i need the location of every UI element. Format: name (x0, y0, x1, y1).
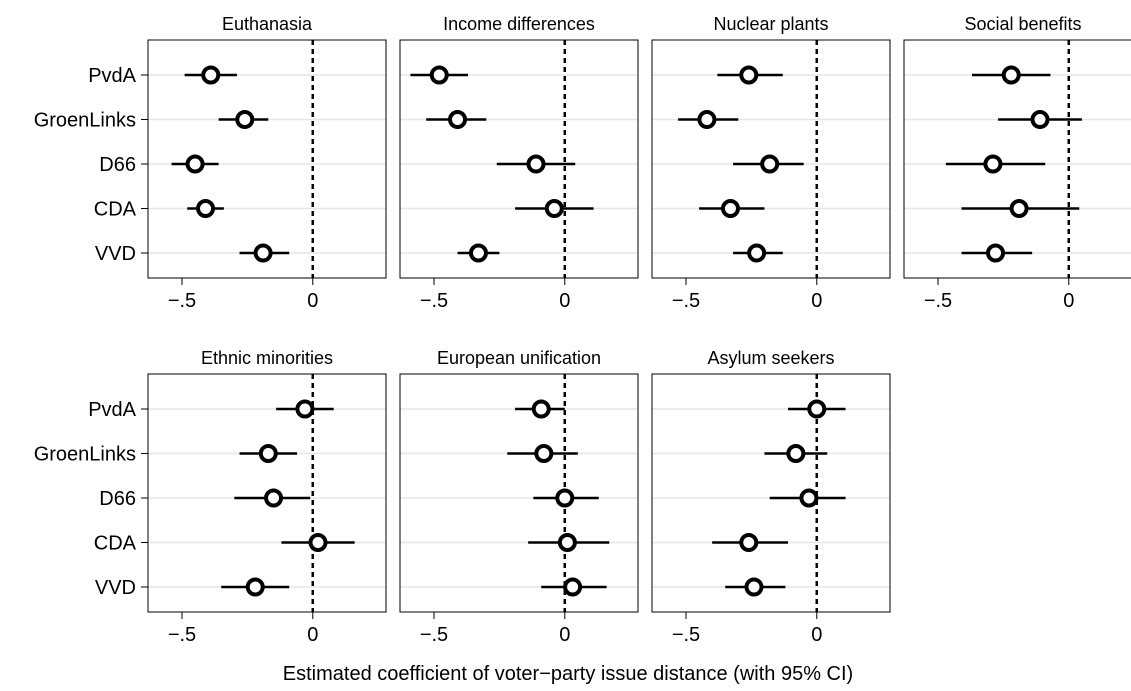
point-estimate (1001, 65, 1021, 85)
point-estimate (739, 533, 759, 552)
point-estimate (185, 154, 205, 174)
panel-frame (147, 39, 387, 279)
category-label: GroenLinks (34, 110, 136, 132)
panel-title: Asylum seekers (707, 348, 834, 368)
panel-title: Income differences (443, 14, 595, 34)
point-estimate (526, 154, 546, 174)
point-estimate (295, 399, 315, 419)
point-estimate (201, 65, 221, 85)
x-tick-label: 0 (307, 290, 318, 312)
x-tick-label: −.5 (924, 290, 952, 312)
panel-title: Ethnic minorities (201, 348, 333, 368)
x-tick-label: −.5 (672, 290, 700, 312)
panel-1: Euthanasia −.5 0 PvdA GroenLinks D66 CDA VVD (34, 14, 387, 312)
point-estimate (697, 110, 717, 129)
point-estimate (720, 199, 740, 218)
x-tick-label: 0 (811, 624, 822, 646)
point-estimate (253, 243, 273, 263)
point-estimate (983, 154, 1003, 174)
x-tick-label: −.5 (168, 624, 196, 646)
x-tick-label: 0 (559, 290, 570, 312)
panel-7: Asylum seekers −.5 0 (651, 348, 891, 646)
point-estimate (760, 154, 780, 174)
point-estimate (245, 577, 265, 597)
panel-3: Nuclear plants −.5 0 (651, 14, 891, 312)
x-tick-label: −.5 (420, 624, 448, 646)
x-axis-label: Estimated coefficient of voter−party iss… (283, 663, 853, 685)
point-estimate (544, 199, 564, 218)
x-tick-label: −.5 (420, 290, 448, 312)
panel-6: European unification −.5 0 (399, 348, 639, 646)
panel-title: Nuclear plants (713, 14, 828, 34)
category-label: D66 (99, 154, 136, 176)
x-tick-label: 0 (307, 624, 318, 646)
point-estimate (531, 399, 551, 419)
point-estimate (468, 243, 488, 263)
x-tick-label: −.5 (672, 624, 700, 646)
point-estimate (557, 533, 577, 552)
category-label: VVD (95, 577, 136, 599)
category-label: CDA (94, 533, 137, 555)
panels-layer: Euthanasia −.5 0 PvdA GroenLinks D66 CDA VVD Inc… (34, 14, 1131, 646)
point-estimate (786, 444, 806, 463)
point-estimate (807, 399, 827, 419)
category-label: D66 (99, 488, 136, 510)
point-estimate (429, 65, 449, 85)
panel-4: Social benefits −.5 0 (903, 14, 1131, 312)
point-estimate (747, 243, 767, 263)
point-estimate (1030, 110, 1050, 129)
panel-frame (651, 373, 891, 613)
panel-title: Social benefits (964, 14, 1081, 34)
panel-5: Ethnic minorities −.5 0 PvdA GroenLinks D66 CD… (34, 348, 387, 646)
point-estimate (235, 110, 255, 129)
point-estimate (1009, 199, 1029, 218)
panel-frame (147, 373, 387, 613)
point-estimate (534, 444, 554, 463)
point-estimate (258, 444, 278, 463)
panel-title: European unification (437, 348, 601, 368)
point-estimate (739, 65, 759, 85)
panel-2: Income differences −.5 0 (399, 14, 639, 312)
x-tick-label: 0 (559, 624, 570, 646)
point-estimate (264, 488, 284, 508)
point-estimate (744, 577, 764, 597)
category-label: PvdA (88, 399, 136, 421)
point-estimate (308, 533, 328, 552)
x-tick-label: 0 (1063, 290, 1074, 312)
point-estimate (555, 488, 575, 508)
point-estimate (986, 243, 1006, 263)
category-label: VVD (95, 243, 136, 265)
category-label: CDA (94, 199, 137, 221)
point-estimate (448, 110, 468, 129)
panel-frame (399, 39, 639, 279)
x-tick-label: 0 (811, 290, 822, 312)
panel-title: Euthanasia (222, 14, 313, 34)
panel-frame (651, 39, 891, 279)
x-tick-label: −.5 (168, 290, 196, 312)
point-estimate (196, 199, 216, 218)
category-label: PvdA (88, 65, 136, 87)
panel-frame (399, 373, 639, 613)
point-estimate (563, 577, 583, 597)
point-estimate (799, 488, 819, 508)
category-label: GroenLinks (34, 444, 136, 466)
panel-frame (903, 39, 1131, 279)
